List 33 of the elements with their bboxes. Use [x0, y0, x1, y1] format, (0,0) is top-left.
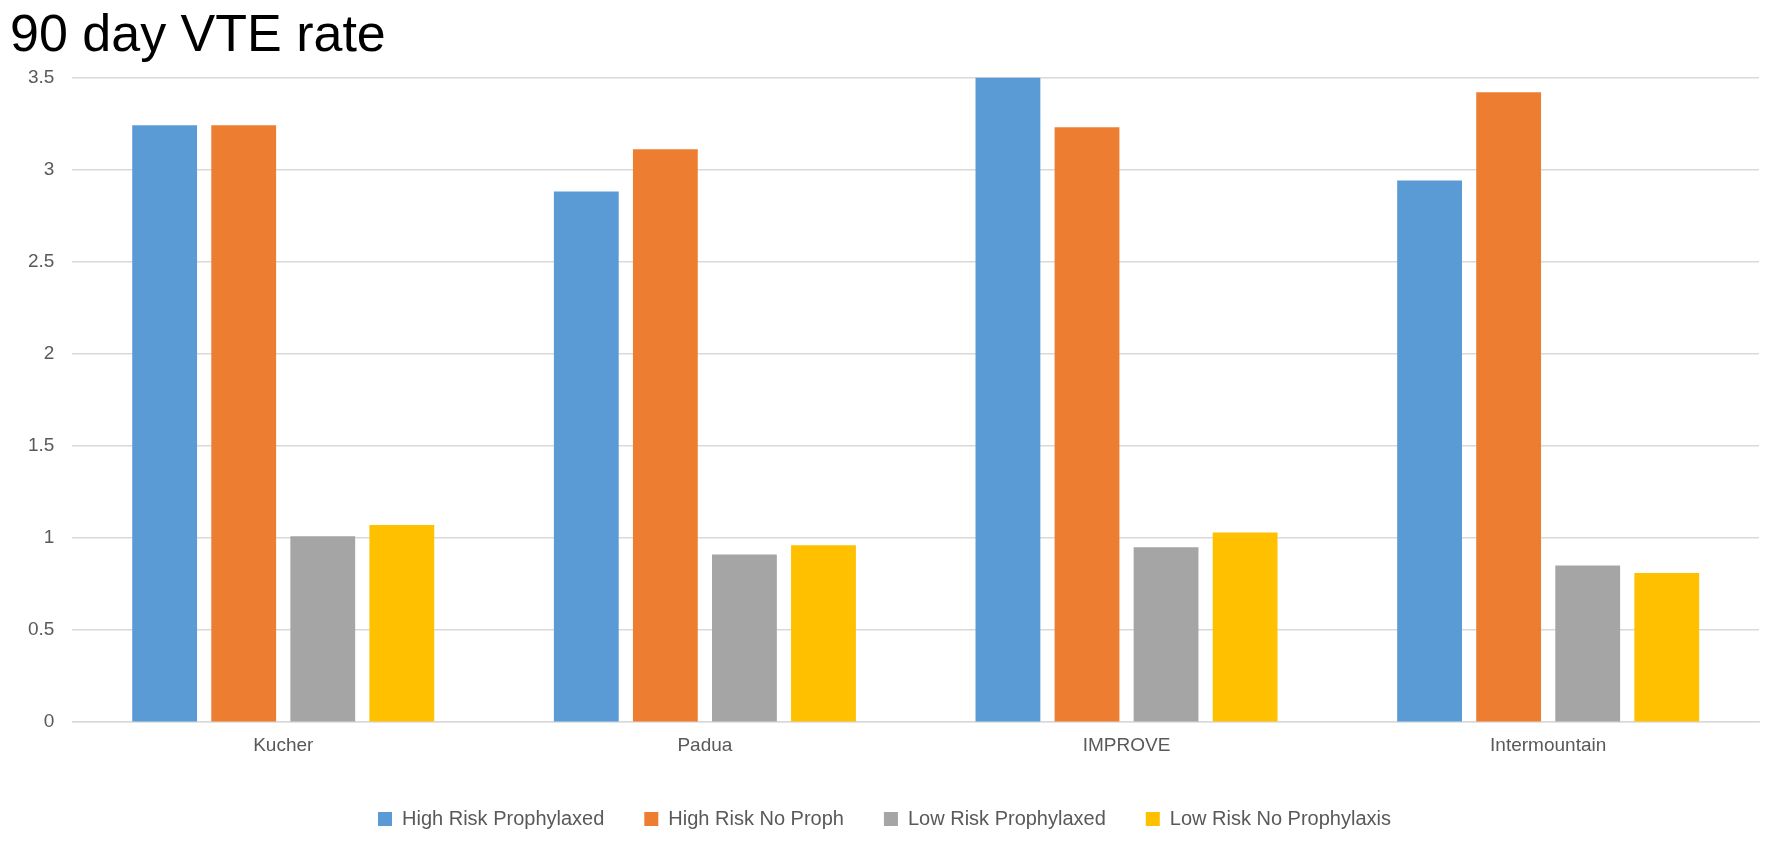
bar: [632, 149, 698, 722]
bar: [712, 554, 777, 722]
y-tick-label: 0: [43, 710, 55, 732]
bar: [290, 536, 356, 722]
y-tick-label: 1.5: [27, 434, 55, 456]
y-tick-label: 0.5: [27, 618, 55, 640]
y-tick-label: 2.5: [27, 249, 55, 271]
y-tick-label: 1: [43, 526, 55, 548]
chart-title: 90 day VTE rate: [10, 3, 386, 62]
x-tick-label: Padua: [677, 733, 733, 755]
y-tick-label: 3: [43, 157, 55, 179]
y-tick-label: 3.5: [27, 65, 55, 87]
bar: [1054, 127, 1120, 722]
bar: [1212, 532, 1278, 722]
x-tick-label: Kucher: [253, 733, 315, 755]
bar: [369, 525, 435, 722]
legend-label: High Risk No Proph: [668, 806, 844, 829]
bar: [132, 125, 198, 722]
x-tick-label: Intermountain: [1490, 733, 1607, 755]
legend-label: High Risk Prophylaxed: [402, 806, 605, 829]
legend-label: Low Risk No Prophylaxis: [1169, 806, 1392, 829]
legend-label: Low Risk Prophylaxed: [907, 806, 1106, 829]
bar: [975, 77, 1041, 722]
bar: [211, 125, 277, 722]
bar: [791, 545, 856, 722]
x-tick-label: IMPROVE: [1082, 733, 1171, 755]
bar: [1555, 565, 1621, 722]
bar: [1476, 92, 1542, 722]
bar: [553, 191, 619, 722]
y-tick-label: 2: [43, 341, 55, 363]
bar: [1133, 547, 1199, 722]
bar: [1634, 572, 1700, 722]
bar: [1397, 180, 1462, 722]
